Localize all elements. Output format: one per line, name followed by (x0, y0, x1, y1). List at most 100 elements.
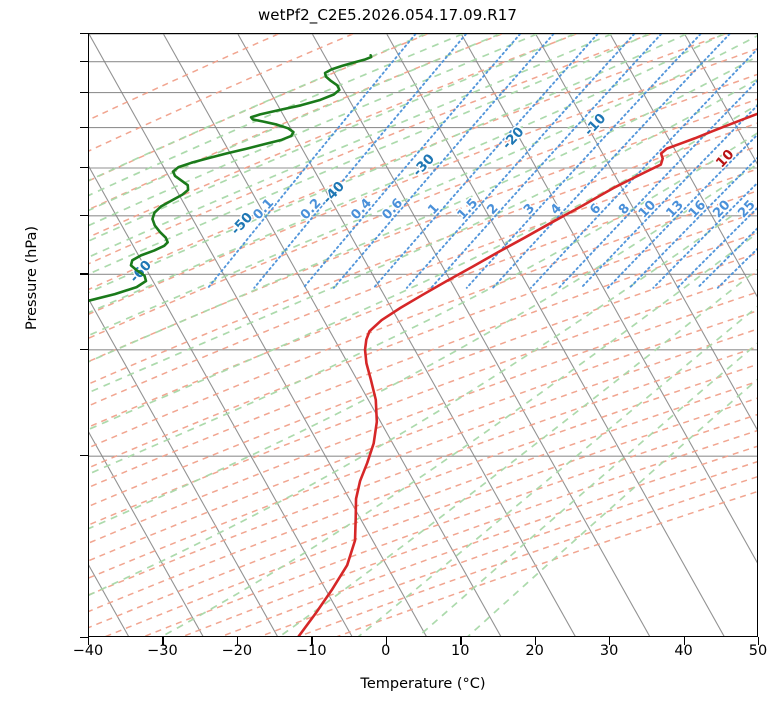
x-tick-mark (88, 637, 90, 645)
y-tick-mark (80, 348, 88, 351)
moist-adiabat-line (161, 232, 757, 636)
mixing-ratio-line (652, 182, 757, 289)
y-axis-label: Pressure (hPa) (24, 226, 40, 331)
mixing-ratio-label: 0.6 (379, 196, 406, 223)
moist-adiabat-line (89, 34, 687, 294)
mixing-ratio-line (207, 34, 417, 289)
dry-adiabat-line (89, 232, 757, 488)
dry-adiabat-line (89, 346, 757, 596)
x-tick-mark (758, 637, 760, 645)
isotherm-label-cold: -30 (410, 151, 438, 180)
mixing-ratio-line (491, 34, 731, 289)
moist-adiabat-line (89, 196, 757, 596)
mixing-ratio-line (302, 34, 522, 289)
x-tick-label: −30 (147, 643, 178, 659)
x-tick-label: 0 (381, 643, 391, 659)
dry-adiabat-line (89, 34, 726, 291)
moist-adiabat-line (89, 104, 757, 431)
dry-adiabat-line (89, 168, 757, 428)
isotherm-line (609, 34, 757, 298)
mixing-ratio-line (430, 34, 663, 289)
x-tick-mark (162, 637, 164, 645)
plot-area[interactable]: -60 -50 -40 -30 -20 -10 10 0.1 0.2 0.4 0.6 1 1.5 2 3 4 6… (88, 33, 758, 637)
page-title: wetPf2_C2E5.2026.054.17.09.R17 (257, 6, 518, 24)
dry-adiabat-line (89, 310, 757, 562)
temperature-profile-line (297, 112, 757, 636)
isotherm-label-cold: -10 (581, 110, 609, 139)
moist-adiabat-line (89, 34, 575, 242)
isotherm-line (684, 34, 757, 165)
dry-adiabat-line (89, 291, 757, 544)
dry-adiabat-line (89, 122, 757, 385)
dry-adiabat-line (104, 397, 757, 636)
x-tick-mark (311, 637, 313, 645)
x-tick-label: −10 (296, 643, 327, 659)
mixing-ratio-line (628, 156, 757, 289)
y-tick-mark (80, 455, 88, 457)
x-tick-mark (236, 637, 239, 645)
dry-adiabat-line (336, 490, 757, 636)
dry-adiabat-line (89, 73, 757, 339)
mixing-ratio-line (372, 34, 599, 289)
x-tick-mark (385, 637, 388, 645)
dry-adiabat-line (298, 476, 757, 636)
moist-adiabat-line (89, 34, 650, 275)
x-tick-label: −20 (221, 643, 253, 659)
moist-adiabat-line (278, 268, 757, 636)
moist-adiabat-line (89, 163, 757, 530)
x-tick-mark (683, 637, 685, 645)
dry-adiabat-line (89, 34, 279, 121)
y-tick-mark (80, 33, 88, 35)
mixing-ratio-line (580, 104, 757, 289)
dewpoint-profile-line (89, 54, 373, 302)
x-tick-mark (460, 637, 462, 645)
dry-adiabat-line (89, 211, 757, 469)
y-tick-mark (80, 214, 88, 217)
isotherm-line (89, 298, 278, 636)
moist-adiabat-line (89, 34, 463, 197)
moist-adiabat-line (89, 78, 757, 394)
y-tick-mark (80, 273, 88, 275)
x-tick-mark (534, 637, 536, 645)
isotherm-line (89, 34, 427, 636)
mixing-ratio-label: 10 (636, 198, 659, 221)
y-tick-mark (80, 166, 88, 169)
dry-adiabat-line (259, 461, 757, 636)
x-tick-label: −40 (72, 643, 104, 659)
dry-adiabat-line (89, 48, 757, 315)
dry-adiabat-line (89, 252, 757, 508)
mixing-ratio-line (530, 48, 757, 289)
mixing-ratio-line (465, 34, 702, 289)
x-tick-label: 30 (599, 643, 619, 659)
isotherm-line (460, 34, 757, 564)
mixing-ratio-line (405, 34, 636, 289)
isotherm-line (311, 34, 651, 636)
dry-adiabat-line (143, 413, 757, 636)
dry-adiabat-line (89, 190, 757, 449)
dry-adiabat-line (89, 98, 757, 363)
moist-adiabat-line (89, 55, 757, 363)
dry-adiabat-line (89, 34, 651, 265)
y-tick-mark (80, 637, 88, 639)
dry-adiabat-line (89, 328, 757, 579)
isotherm-label-warm: 10 (713, 146, 738, 171)
dry-adiabat-line (89, 145, 757, 407)
dry-adiabat-line (89, 272, 757, 526)
dry-adiabat-line (89, 380, 757, 629)
isotherm-line (89, 165, 353, 636)
mixing-ratio-label: 25 (735, 198, 758, 221)
dry-adiabat-line (89, 363, 757, 613)
moist-adiabat-line (357, 305, 757, 636)
mixing-ratio-label: 1.5 (455, 196, 482, 223)
y-tick-mark (80, 91, 88, 93)
x-axis-label: Temperature (°C) (360, 676, 486, 692)
y-tick-mark (80, 126, 88, 128)
moist-adiabat-line (89, 34, 612, 258)
mixing-ratio-label: 16 (686, 198, 709, 221)
x-tick-label: 40 (674, 643, 693, 659)
mixing-ratio-line (558, 79, 757, 289)
moist-adiabat-line (89, 132, 757, 475)
x-tick-label: 10 (450, 643, 470, 659)
mixing-ratio-line (332, 34, 555, 289)
